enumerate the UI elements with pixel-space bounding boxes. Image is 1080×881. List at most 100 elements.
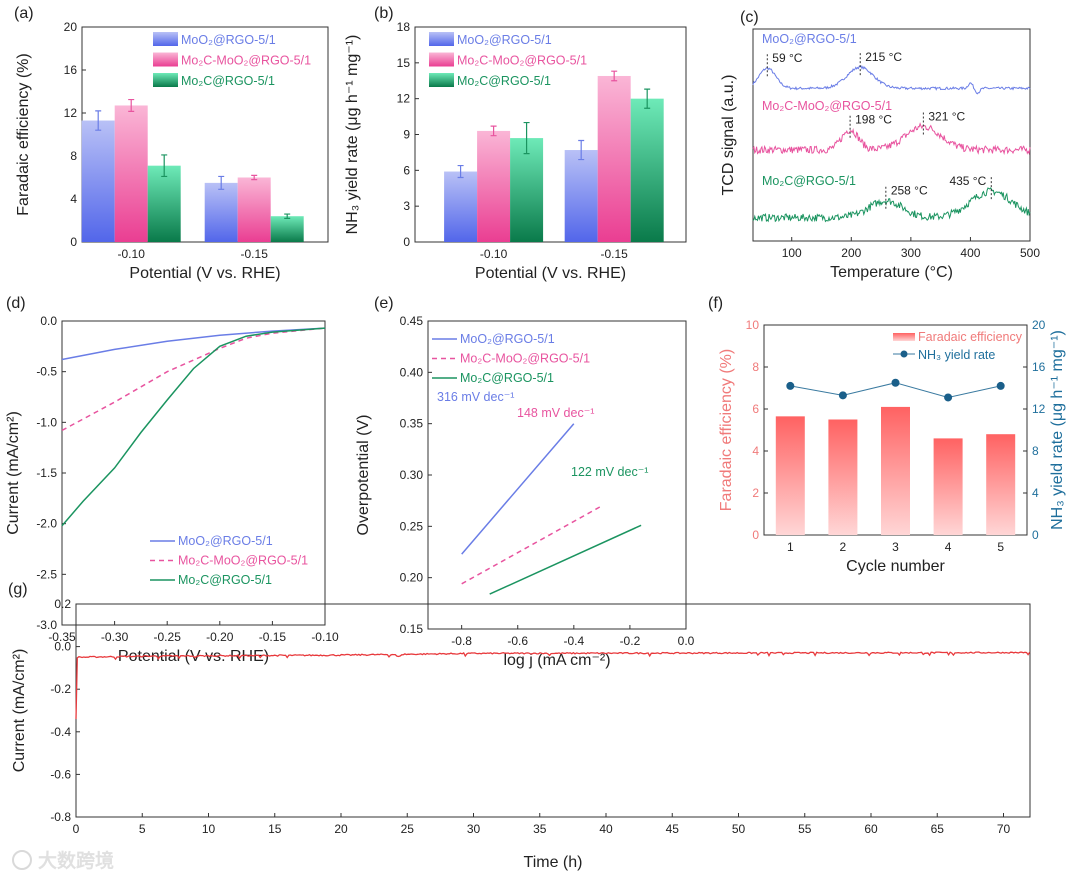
panel-c: (c)100 200 300 400 500Temperature (°C)TCD si… [720, 9, 1040, 281]
watermark-logo-icon [13, 851, 31, 869]
legend-label: Mo₂C-MoO₂@RGO-5/1 [178, 554, 308, 568]
curve [62, 328, 325, 359]
curve [62, 328, 325, 430]
y-tick-label: 0.20 [400, 571, 424, 585]
yield-point [944, 393, 952, 401]
legend-label: MoO₂@RGO-5/1 [181, 33, 276, 47]
fe-bar [881, 407, 910, 535]
x-tick-label: -0.4 [563, 634, 584, 648]
slope-annotation: 148 mV dec⁻¹ [517, 406, 594, 420]
series-label: Mo₂C@RGO-5/1 [762, 174, 856, 188]
y-right-tick-label: 8 [1032, 444, 1039, 458]
y-tick-label: 0.40 [400, 365, 424, 379]
bar [271, 216, 304, 242]
y-tick-label: 0 [70, 235, 77, 249]
panel-label: (e) [374, 295, 394, 312]
fe-bar [934, 438, 963, 535]
y-tick-label: 0 [403, 235, 410, 249]
bar [444, 172, 477, 242]
x-tick-label: 20 [334, 822, 348, 836]
y-tick-label: -0.8 [50, 810, 71, 824]
y-tick-label: 9 [403, 128, 410, 142]
legend-marker [901, 351, 908, 358]
x-tick-label: 40 [599, 822, 613, 836]
y-right-axis-label: NH₃ yield rate (μg h⁻¹ mg⁻¹) [1049, 330, 1066, 530]
peak-label: 435 °C [949, 174, 986, 188]
bar [477, 131, 510, 242]
y-tick-label: 10 [746, 318, 760, 332]
fe-bar [828, 420, 857, 536]
legend-label: NH₃ yield rate [918, 348, 995, 362]
legend-label: Mo₂C@RGO-5/1 [178, 573, 272, 587]
x-tick-label: 60 [864, 822, 878, 836]
legend-swatch [429, 32, 454, 46]
bar [598, 76, 631, 242]
y-axis-label: TCD signal (a.u.) [720, 75, 737, 196]
x-tick-label: -0.15 [259, 630, 287, 644]
y-tick-label: 2 [752, 486, 759, 500]
y-tick-label: 16 [64, 63, 78, 77]
x-tick-label: 3 [892, 540, 899, 554]
y-right-tick-label: 16 [1032, 360, 1046, 374]
legend-label: Mo₂C@RGO-5/1 [457, 74, 551, 88]
x-tick-label: 35 [533, 822, 547, 836]
y-tick-label: 0.15 [400, 622, 424, 636]
y-right-tick-label: 20 [1032, 318, 1046, 332]
y-tick-label: 15 [397, 56, 411, 70]
panel-label: (a) [14, 5, 34, 22]
y-tick-label: 0 [752, 528, 759, 542]
curve [490, 525, 641, 594]
slope-annotation: 316 mV dec⁻¹ [437, 390, 514, 404]
peak-label: 215 °C [865, 50, 902, 64]
y-tick-label: -0.5 [36, 365, 57, 379]
y-axis-label: Current (mA/cm²) [11, 649, 28, 773]
x-axis-label: Potential (V vs. RHE) [129, 265, 280, 282]
legend-swatch [153, 32, 178, 46]
panel-b: (b) 0 3 6 9 12 15 18 Potential (V vs. RHE) NH₃ yi… [344, 5, 686, 282]
x-tick-label: 0 [73, 822, 80, 836]
y-tick-label: 4 [70, 192, 77, 206]
x-tick-label: 300 [901, 246, 921, 260]
panel-e: (e) 0.15 0.20 0.25 0.30 0.35 0.40 0.45 -0.8 -0.6 -… [355, 295, 695, 669]
x-tick-label: 2 [840, 540, 847, 554]
yield-point [892, 379, 900, 387]
y-tick-label: -2.5 [36, 567, 57, 581]
watermark-text: 大数跨境 [38, 849, 114, 872]
y-axis-label: NH₃ yield rate (μg h⁻¹ mg⁻¹) [344, 35, 361, 235]
legend-swatch [153, 53, 178, 67]
y-tick-label: 20 [64, 20, 78, 34]
x-tick-label: -0.2 [620, 634, 641, 648]
legend-label: Mo₂C-MoO₂@RGO-5/1 [457, 54, 587, 68]
peak-label: 321 °C [928, 110, 965, 124]
yield-point [997, 382, 1005, 390]
x-tick-label: 100 [782, 246, 802, 260]
y-axis-label: Overpotential (V) [355, 415, 372, 536]
curve [462, 506, 602, 584]
series-label: MoO₂@RGO-5/1 [762, 32, 857, 46]
x-tick-label: 30 [467, 822, 481, 836]
y-tick-label: 0.0 [54, 640, 71, 654]
y-axis-label: Faradaic efficiency (%) [718, 349, 735, 511]
figure: (a)048121620Potential (V vs. RHE)Faradai… [0, 0, 1080, 881]
x-tick-label: -0.8 [451, 634, 472, 648]
x-tick-label: -0.30 [101, 630, 129, 644]
legend-label: MoO₂@RGO-5/1 [178, 534, 273, 548]
x-tick-label: 10 [202, 822, 216, 836]
panel-label: (f) [708, 295, 723, 312]
fe-bar [776, 416, 805, 535]
legend-label: MoO₂@RGO-5/1 [460, 332, 555, 346]
legend-label: Mo₂C-MoO₂@RGO-5/1 [181, 54, 311, 68]
y-tick-label: -0.6 [50, 767, 71, 781]
legend-swatch [893, 333, 915, 341]
x-tick-label: 50 [732, 822, 746, 836]
watermark: 大数跨境 [13, 849, 114, 872]
fe-bar [986, 434, 1015, 535]
y-tick-label: 6 [403, 163, 410, 177]
x-tick-label: 400 [960, 246, 980, 260]
legend-label: MoO₂@RGO-5/1 [457, 33, 552, 47]
legend-label: Faradaic efficiency [918, 330, 1023, 344]
x-axis-label: Potential (V vs. RHE) [475, 265, 626, 282]
y-tick-label: -1.0 [36, 415, 57, 429]
x-tick-label: 15 [268, 822, 282, 836]
peak-label: 59 °C [772, 51, 802, 65]
